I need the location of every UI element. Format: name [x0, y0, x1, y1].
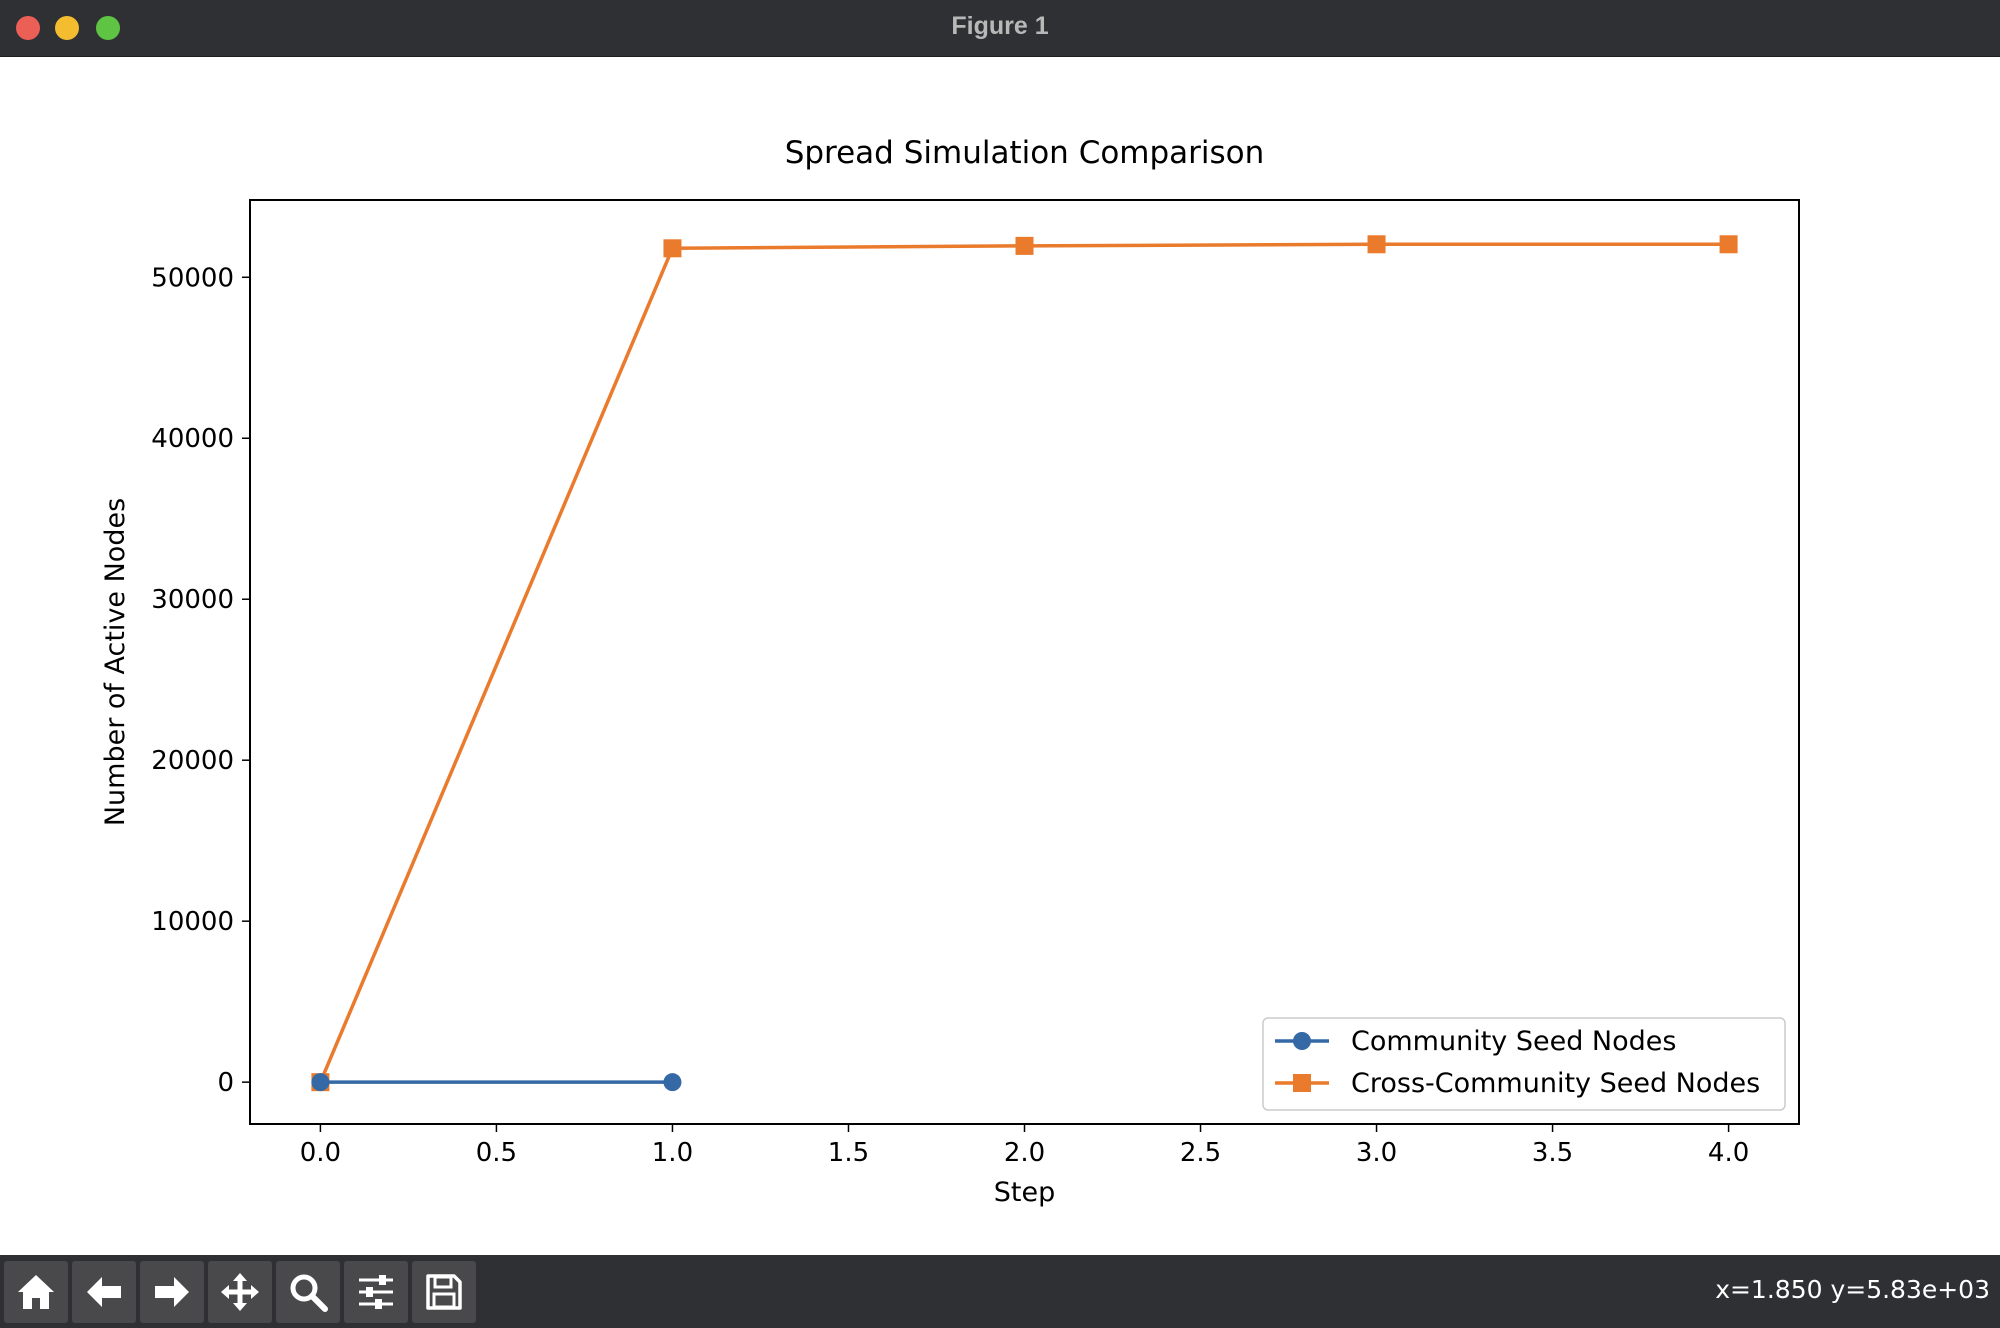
y-tick-label: 40000 — [151, 424, 234, 454]
x-tick-label: 1.0 — [652, 1138, 693, 1168]
window-title: Figure 1 — [951, 12, 1049, 40]
back-button[interactable] — [72, 1261, 136, 1323]
legend-entry-label: Cross-Community Seed Nodes — [1351, 1068, 1760, 1099]
configure-subplots-icon — [359, 1275, 393, 1309]
x-tick-label: 3.0 — [1356, 1138, 1397, 1168]
x-axis-label: Step — [994, 1177, 1055, 1208]
navigation-toolbar: x=1.850 y=5.83e+03 — [0, 1255, 2000, 1328]
x-tick-label: 2.0 — [1004, 1138, 1045, 1168]
back-arrow-icon — [87, 1277, 121, 1307]
forward-arrow-icon — [155, 1277, 189, 1307]
x-tick-label: 1.5 — [828, 1138, 869, 1168]
zoom-button[interactable] — [276, 1261, 340, 1323]
pan-button[interactable] — [208, 1261, 272, 1323]
cursor-coordinates-readout: x=1.850 y=5.83e+03 — [1715, 1275, 1990, 1304]
home-icon — [18, 1275, 54, 1309]
chart-title: Spread Simulation Comparison — [785, 135, 1265, 171]
figure-canvas[interactable]: Spread Simulation Comparison 0.0 0.5 1.0 1.5… — [0, 57, 2000, 1255]
maximize-window-button[interactable] — [96, 16, 120, 40]
y-tick-label: 20000 — [151, 746, 234, 776]
save-button[interactable] — [412, 1261, 476, 1323]
data-point — [1719, 235, 1738, 254]
configure-subplots-button[interactable] — [344, 1261, 408, 1323]
y-tick-label: 30000 — [151, 585, 234, 615]
legend-box — [1262, 1017, 1786, 1111]
x-tick-label: 0.0 — [300, 1138, 341, 1168]
forward-button[interactable] — [140, 1261, 204, 1323]
x-tick-label: 4.0 — [1708, 1138, 1749, 1168]
home-button[interactable] — [4, 1261, 68, 1323]
data-point — [1015, 236, 1034, 255]
y-tick-label: 0 — [217, 1068, 234, 1098]
legend-swatch-marker — [1293, 1032, 1311, 1050]
data-point — [663, 239, 682, 258]
y-tick-label: 10000 — [151, 907, 234, 937]
x-tick-label: 0.5 — [476, 1138, 517, 1168]
x-tick-label: 2.5 — [1180, 1138, 1221, 1168]
x-tick-label: 3.5 — [1532, 1138, 1573, 1168]
close-window-button[interactable] — [16, 16, 40, 40]
y-tick-label: 50000 — [151, 263, 234, 293]
data-point — [663, 1073, 682, 1092]
pan-move-icon — [221, 1273, 259, 1311]
minimize-window-button[interactable] — [55, 16, 79, 40]
data-point — [311, 1073, 330, 1092]
legend-swatch-marker — [1293, 1074, 1311, 1092]
chart: Spread Simulation Comparison 0.0 0.5 1.0 1.5… — [100, 135, 1800, 1208]
series-line — [318, 242, 1729, 1083]
data-point — [1367, 235, 1386, 254]
save-floppy-icon — [426, 1274, 462, 1310]
zoom-magnifier-icon — [290, 1274, 328, 1312]
y-axis-label: Number of Active Nodes — [100, 498, 131, 826]
window-titlebar: Figure 1 — [0, 0, 2000, 57]
plot-area-frame — [249, 199, 1800, 1125]
legend-entry-label: Community Seed Nodes — [1351, 1026, 1676, 1057]
